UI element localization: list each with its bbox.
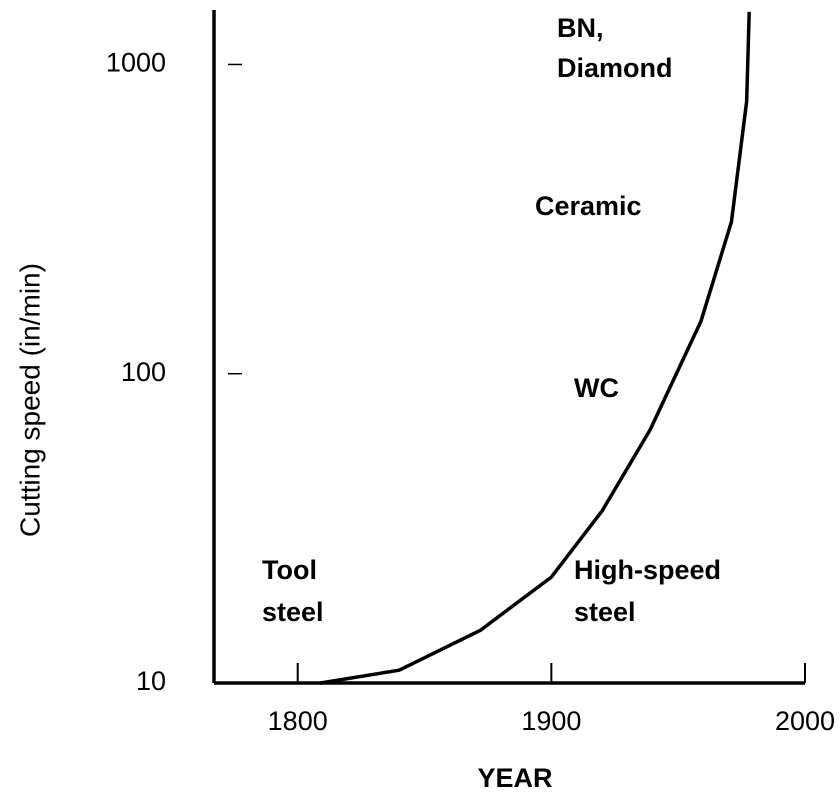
y-axis-label: Cutting speed (in/min) xyxy=(14,263,45,537)
annotation: steel xyxy=(262,597,324,627)
y-tick-label: 100 xyxy=(121,357,166,387)
annotation: steel xyxy=(574,597,636,627)
annotation: BN, xyxy=(557,13,604,43)
x-tick-label: 1900 xyxy=(521,706,581,736)
x-tick-label: 1800 xyxy=(268,706,328,736)
x-tick-label: 2000 xyxy=(775,706,835,736)
annotation: High-speed xyxy=(574,555,721,585)
y-tick-label: 1000 xyxy=(106,48,166,78)
x-axis-label: YEAR xyxy=(477,763,552,793)
annotation: Tool xyxy=(262,555,317,585)
data-line xyxy=(320,11,751,685)
annotation: Ceramic xyxy=(535,191,642,221)
y-tick-label: 10 xyxy=(136,666,166,696)
annotation: Diamond xyxy=(557,53,673,83)
annotation: WC xyxy=(574,373,619,403)
